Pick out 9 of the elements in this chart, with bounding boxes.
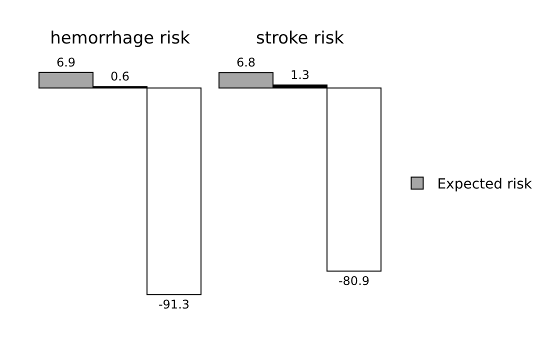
data-label: 6.9 <box>56 55 76 70</box>
data-label: -80.9 <box>338 274 370 288</box>
legend-label: Expected risk <box>437 176 533 193</box>
data-label: 1.3 <box>290 68 310 82</box>
data-label: 6.8 <box>236 56 256 70</box>
x-tick-label: hemorrhage risk <box>50 28 190 49</box>
x-tick-label: stroke risk <box>256 28 344 49</box>
data-label: 0.6 <box>110 70 130 84</box>
data-label: -91.3 <box>158 298 190 312</box>
